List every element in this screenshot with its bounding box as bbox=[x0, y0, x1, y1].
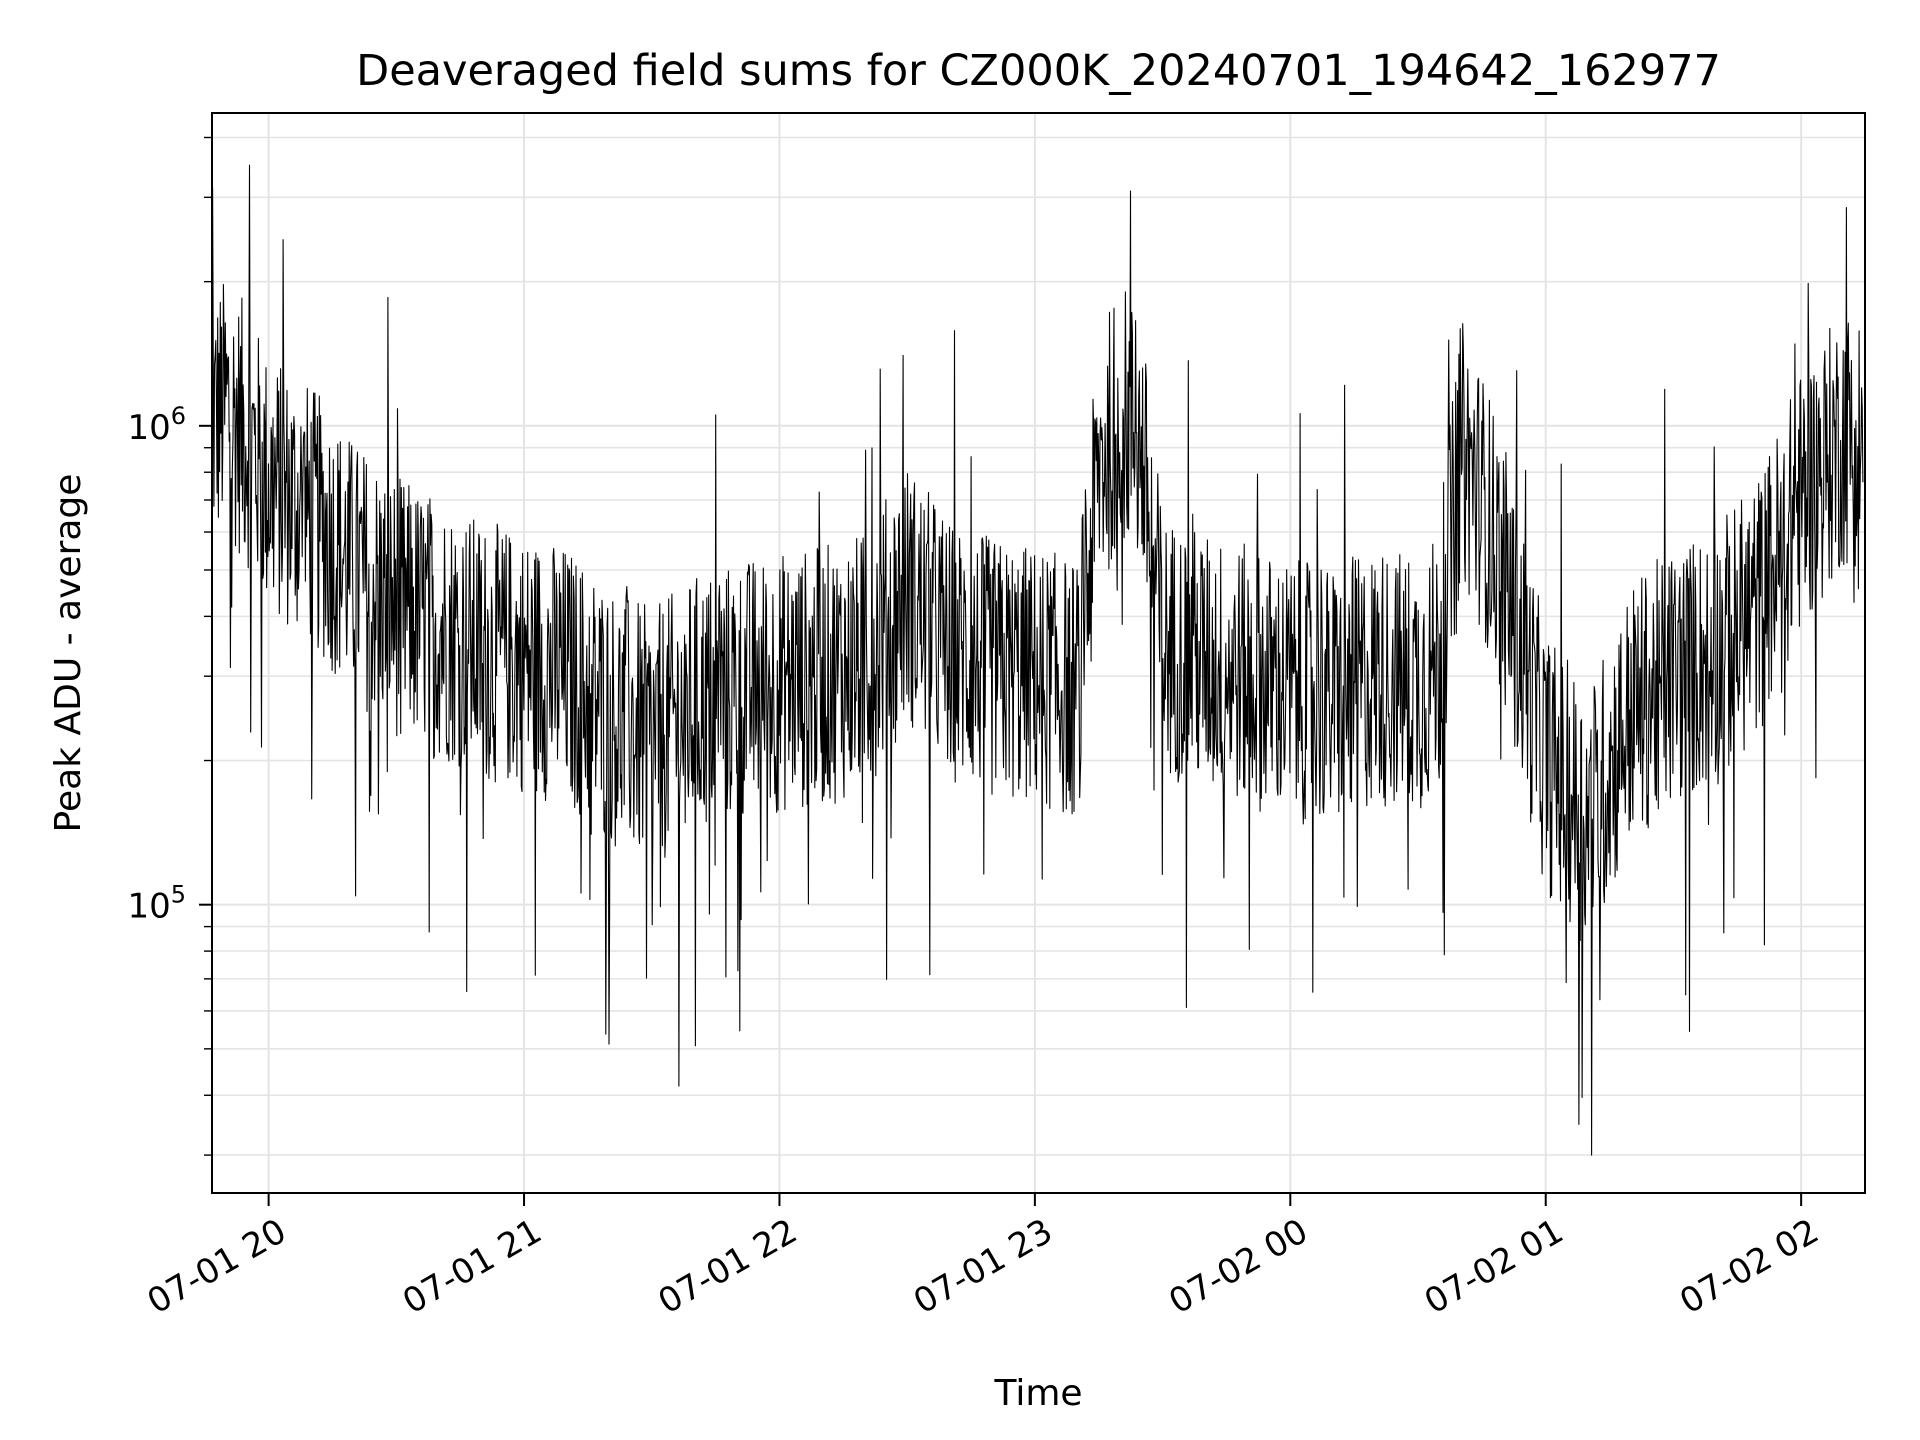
y-tick-label: 105 bbox=[127, 881, 186, 927]
series-line bbox=[211, 164, 1864, 1156]
x-axis-label: Time bbox=[993, 1373, 1082, 1414]
plot-frame bbox=[211, 112, 1866, 1194]
y-tick-label: 106 bbox=[127, 402, 186, 448]
y-axis: 105 106 bbox=[127, 136, 212, 1156]
chart-title: Deaveraged field sums for CZ000K_2024070… bbox=[356, 46, 1721, 96]
y-axis-label: Peak ADU - average bbox=[48, 474, 89, 833]
